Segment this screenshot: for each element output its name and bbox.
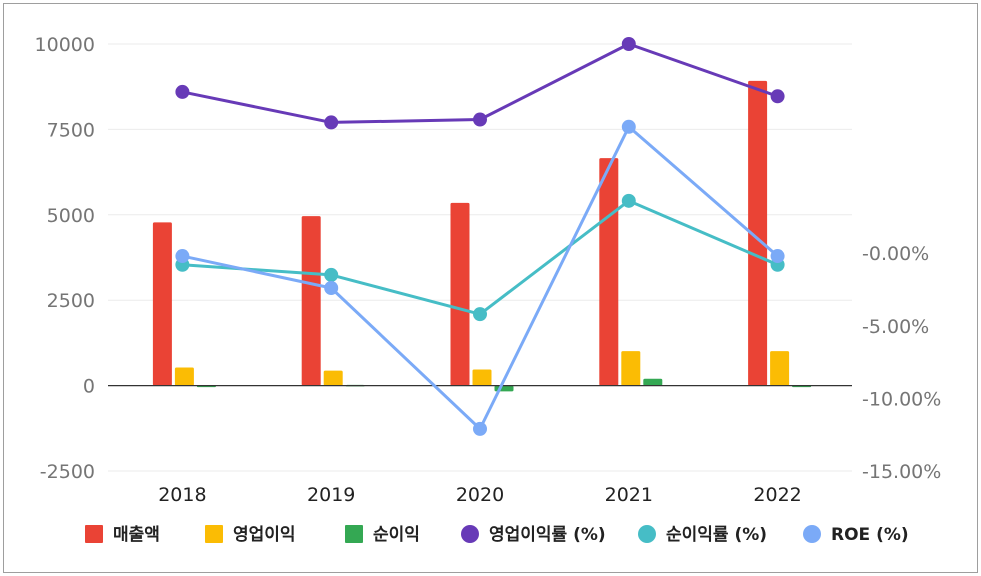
legend-marker [803, 525, 821, 543]
bar-1 [450, 202, 470, 386]
line-point-3 [324, 281, 339, 295]
legend-marker [638, 525, 656, 543]
legend-marker [461, 525, 479, 543]
legend-label: 매출액 [113, 525, 160, 545]
line-point-1 [473, 112, 487, 127]
bar-3 [643, 378, 663, 386]
bar-2 [621, 351, 641, 386]
legend-label: 순이익률 (%) [666, 525, 767, 545]
line-point-3 [175, 249, 190, 264]
left-axis-tick-label: 7500 [47, 119, 95, 141]
line-point-3 [770, 249, 785, 264]
line-point-2 [473, 307, 487, 322]
legend-marker [345, 525, 363, 543]
left-axis-tick-label: -2500 [40, 461, 95, 483]
legend-label: 영업이익 [233, 525, 296, 545]
x-axis-tick-label: 2021 [605, 484, 653, 506]
bar-2 [323, 370, 343, 386]
bar-2 [770, 351, 790, 386]
line-point-2 [621, 193, 636, 208]
legend-label: 영업이익률 (%) [489, 525, 606, 545]
left-axis-tick-label: 5000 [47, 205, 95, 227]
line-series-1 [182, 42, 779, 124]
x-axis-tick-label: 2018 [158, 484, 206, 506]
line-point-1 [770, 89, 785, 104]
bar-1 [152, 222, 172, 386]
bar-1 [301, 216, 321, 386]
line-point-1 [175, 84, 190, 99]
legend-label: ROE (%) [831, 525, 909, 545]
line-point-1 [324, 115, 339, 130]
bar-1 [748, 80, 768, 386]
line-point-3 [621, 119, 636, 134]
right-axis-tick-label: -0.00% [862, 243, 929, 265]
right-axis-tick-label: -15.00% [862, 461, 941, 483]
line-point-1 [621, 37, 636, 51]
legend-marker [85, 525, 103, 543]
left-axis-tick-label: 0 [83, 376, 95, 398]
x-axis-tick-label: 2022 [753, 484, 801, 506]
right-axis-tick-label: -5.00% [862, 316, 929, 338]
legend-marker [205, 525, 223, 543]
line-series-2 [182, 199, 779, 316]
line-point-3 [473, 421, 487, 436]
line-point-2 [324, 267, 339, 282]
x-axis-tick-label: 2020 [456, 484, 504, 506]
left-axis-tick-label: 2500 [47, 290, 95, 312]
bar-2 [174, 367, 194, 386]
bar-2 [472, 369, 492, 386]
legend-label: 순이익 [373, 525, 420, 545]
left-axis-tick-label: 10000 [35, 34, 95, 56]
bar-1 [599, 158, 619, 386]
right-axis-tick-label: -10.00% [862, 388, 941, 410]
x-axis-tick-label: 2019 [307, 484, 355, 506]
